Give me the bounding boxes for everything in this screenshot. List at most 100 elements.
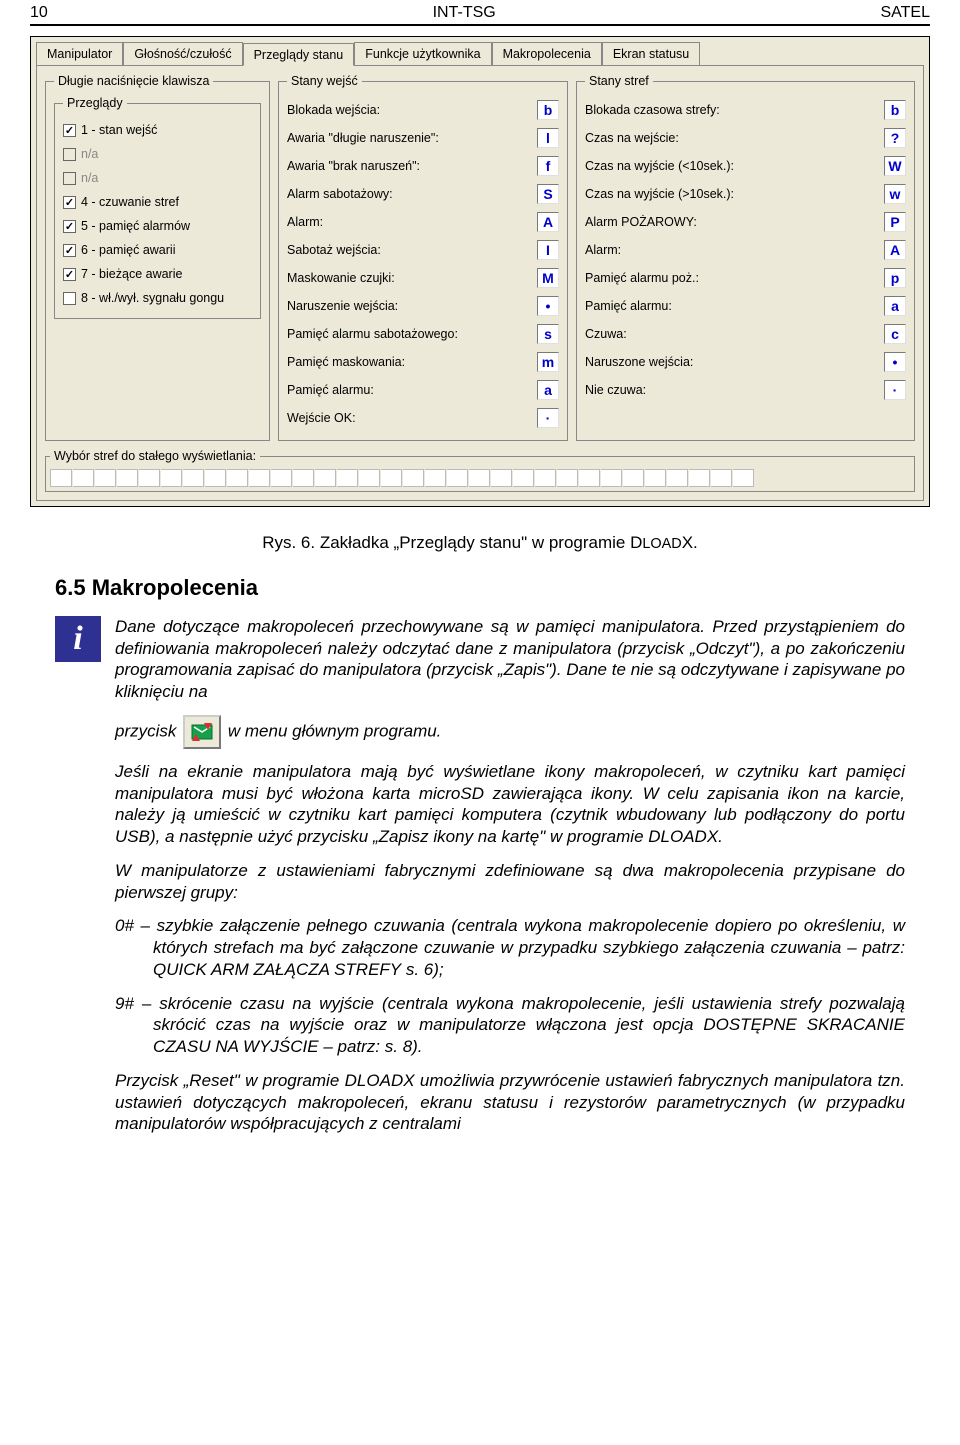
checkbox-icon[interactable]: ✓ <box>63 196 76 209</box>
zone-state-value-input[interactable]: a <box>884 296 906 316</box>
zone-cell-7[interactable] <box>183 469 204 487</box>
input-state-value-input[interactable]: a <box>537 380 559 400</box>
group-zone-select-legend: Wybór stref do stałego wyświetlania: <box>50 449 260 463</box>
figure-caption: Rys. 6. Zakładka „Przeglądy stanu" w pro… <box>55 532 905 554</box>
zone-state-value-input[interactable]: p <box>884 268 906 288</box>
input-state-label: Naruszenie wejścia: <box>287 299 537 313</box>
tab-4[interactable]: Makropolecenia <box>492 42 602 65</box>
section-heading: 6.5 Makropolecenia <box>55 574 905 602</box>
zone-cell-1[interactable] <box>51 469 72 487</box>
zone-cell-2[interactable] <box>73 469 94 487</box>
zone-state-row-8: Czuwa:c <box>585 320 906 348</box>
input-state-value-input[interactable]: • <box>537 296 559 316</box>
zone-cell-14[interactable] <box>337 469 358 487</box>
checkbox-icon[interactable]: ✓ <box>63 268 76 281</box>
input-state-value-input[interactable]: m <box>537 352 559 372</box>
zone-state-value-input[interactable]: w <box>884 184 906 204</box>
zone-state-value-input[interactable]: A <box>884 240 906 260</box>
zone-state-value-input[interactable]: • <box>884 352 906 372</box>
zone-state-label: Czuwa: <box>585 327 884 341</box>
zone-cell-21[interactable] <box>491 469 512 487</box>
zone-cell-4[interactable] <box>117 469 138 487</box>
input-state-value-input[interactable]: s <box>537 324 559 344</box>
zone-state-value-input[interactable]: ? <box>884 128 906 148</box>
input-state-row-2: Awaria "brak naruszeń":f <box>287 152 559 180</box>
zone-cell-9[interactable] <box>227 469 248 487</box>
tab-1[interactable]: Głośność/czułość <box>123 42 242 65</box>
zone-state-value-input[interactable]: c <box>884 324 906 344</box>
input-state-value-input[interactable]: f <box>537 156 559 176</box>
zone-cell-10[interactable] <box>249 469 270 487</box>
zone-cell-20[interactable] <box>469 469 490 487</box>
checkbox-row-5[interactable]: ✓6 - pamięć awarii <box>63 238 252 262</box>
zone-cell-11[interactable] <box>271 469 292 487</box>
zone-cell-5[interactable] <box>139 469 160 487</box>
checkbox-icon[interactable]: ✓ <box>63 220 76 233</box>
checkbox-label: 8 - wł./wył. sygnału gongu <box>81 291 224 305</box>
input-state-value-input[interactable]: S <box>537 184 559 204</box>
zone-cell-13[interactable] <box>315 469 336 487</box>
input-state-label: Wejście OK: <box>287 411 537 425</box>
zone-cell-18[interactable] <box>425 469 446 487</box>
tab-2[interactable]: Przeglądy stanu <box>243 43 355 66</box>
checkbox-row-0[interactable]: ✓1 - stan wejść <box>63 118 252 142</box>
zone-cell-12[interactable] <box>293 469 314 487</box>
input-state-label: Blokada wejścia: <box>287 103 537 117</box>
tab-5[interactable]: Ekran statusu <box>602 42 700 65</box>
zone-state-value-input[interactable]: · <box>884 380 906 400</box>
input-state-value-input[interactable]: l <box>537 128 559 148</box>
input-state-label: Pamięć alarmu: <box>287 383 537 397</box>
checkbox-row-3[interactable]: ✓ 4 - czuwanie stref <box>63 190 252 214</box>
zone-state-value-input[interactable]: P <box>884 212 906 232</box>
zone-state-label: Alarm: <box>585 243 884 257</box>
input-state-row-9: Pamięć maskowania:m <box>287 348 559 376</box>
zone-cell-30[interactable] <box>689 469 710 487</box>
input-state-label: Awaria "brak naruszeń": <box>287 159 537 173</box>
checkbox-label: 4 - czuwanie stref <box>81 195 179 209</box>
para-2: Jeśli na ekranie manipulatora mają być w… <box>115 761 905 848</box>
header-rule <box>30 24 930 26</box>
zone-cell-31[interactable] <box>711 469 732 487</box>
checkbox-icon[interactable] <box>63 292 76 305</box>
zone-cell-15[interactable] <box>359 469 380 487</box>
tab-3[interactable]: Funkcje użytkownika <box>354 42 491 65</box>
group-reviews: Przeglądy ✓1 - stan wejśćn/an/a✓4 - czuw… <box>54 96 261 319</box>
zone-cell-26[interactable] <box>601 469 622 487</box>
zone-cell-8[interactable] <box>205 469 226 487</box>
zone-cell-29[interactable] <box>667 469 688 487</box>
zone-state-row-6: Pamięć alarmu poż.:p <box>585 264 906 292</box>
zone-cell-27[interactable] <box>623 469 644 487</box>
zone-cell-3[interactable] <box>95 469 116 487</box>
input-state-value-input[interactable]: b <box>537 100 559 120</box>
zone-cell-17[interactable] <box>403 469 424 487</box>
zone-state-value-input[interactable]: W <box>884 156 906 176</box>
input-state-value-input[interactable]: · <box>537 408 559 428</box>
input-state-value-input[interactable]: M <box>537 268 559 288</box>
checkbox-row-6[interactable]: ✓ 7 - bieżące awarie <box>63 262 252 286</box>
zone-cell-24[interactable] <box>557 469 578 487</box>
zone-state-row-9: Naruszone wejścia:• <box>585 348 906 376</box>
checkbox-icon <box>63 148 76 161</box>
zone-cell-22[interactable] <box>513 469 534 487</box>
zone-cell-23[interactable] <box>535 469 556 487</box>
checkbox-row-7[interactable]: 8 - wł./wył. sygnału gongu <box>63 286 252 310</box>
checkbox-icon[interactable]: ✓ <box>63 124 76 137</box>
para-4: 0# – szybkie załączenie pełnego czuwania… <box>115 915 905 980</box>
checkbox-icon[interactable]: ✓ <box>63 244 76 257</box>
zone-cell-28[interactable] <box>645 469 666 487</box>
input-state-value-input[interactable]: A <box>537 212 559 232</box>
zone-state-row-4: Alarm POŻAROWY:P <box>585 208 906 236</box>
zone-cell-25[interactable] <box>579 469 600 487</box>
zone-cell-16[interactable] <box>381 469 402 487</box>
zone-cell-32[interactable] <box>733 469 754 487</box>
zone-state-row-10: Nie czuwa:· <box>585 376 906 404</box>
checkbox-row-4[interactable]: ✓5 - pamięć alarmów <box>63 214 252 238</box>
zone-state-value-input[interactable]: b <box>884 100 906 120</box>
input-state-value-input[interactable]: I <box>537 240 559 260</box>
group-zone-states: Stany stref Blokada czasowa strefy:bCzas… <box>576 74 915 441</box>
zone-cell-19[interactable] <box>447 469 468 487</box>
tab-0[interactable]: Manipulator <box>36 42 123 65</box>
checkbox-label: 7 - bieżące awarie <box>81 267 182 281</box>
zone-cell-6[interactable] <box>161 469 182 487</box>
zone-state-label: Czas na wyjście (<10sek.): <box>585 159 884 173</box>
